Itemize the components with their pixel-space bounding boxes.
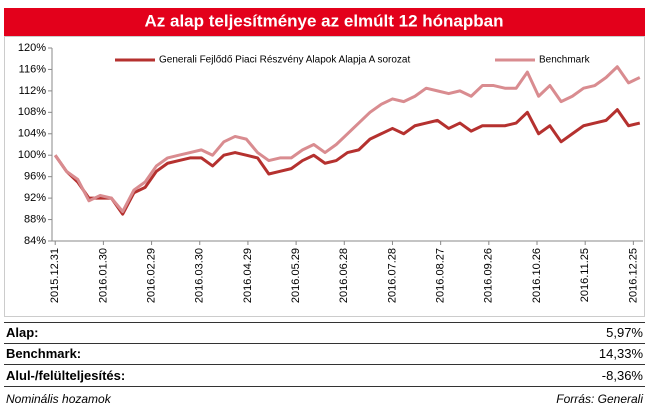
y-tick-label: 112%	[19, 85, 47, 97]
y-tick-label: 100%	[18, 149, 46, 161]
y-tick-label: 92%	[24, 192, 46, 204]
x-tick-label: 2016.02.29	[145, 248, 157, 303]
series-line	[53, 108, 641, 216]
x-tick-label: 2016.12.25	[627, 248, 639, 303]
footer-left: Nominális hozamok	[6, 392, 111, 406]
x-tick-label: 2016.09.26	[483, 248, 495, 303]
table-row: Alap: 5,97%	[4, 322, 645, 344]
row-label: Alul-/felülteljesítés:	[6, 368, 126, 383]
x-tick-label: 2016.03.30	[194, 248, 206, 303]
x-tick-label: 2016.07.28	[386, 248, 398, 303]
table-row: Alul-/felülteljesítés: -8,36%	[4, 366, 645, 387]
y-tick-label: 108%	[18, 106, 46, 118]
chart-frame	[4, 36, 645, 317]
y-tick-label: 116%	[19, 63, 47, 75]
chart-title: Az alap teljesítménye az elmúlt 12 hónap…	[145, 11, 504, 30]
title-bar	[4, 8, 645, 36]
x-tick-label: 2016.10.26	[531, 248, 543, 303]
x-tick-label: 2016.08.27	[435, 248, 447, 303]
series-line	[53, 65, 641, 214]
row-label: Alap:	[6, 325, 39, 340]
legend-label: Benchmark	[539, 55, 591, 66]
row-label: Benchmark:	[6, 346, 82, 361]
chart: Az alap teljesítménye az elmúlt 12 hónap…	[4, 8, 645, 317]
row-value: 14,33%	[598, 346, 643, 361]
legend-label: Generali Fejlődő Piaci Részvény Alapok A…	[159, 55, 410, 66]
x-tick-label: 2016.01.30	[97, 248, 109, 303]
x-tick-label: 2016.05.29	[290, 248, 302, 303]
y-tick-label: 88%	[24, 213, 46, 225]
y-tick-label: 120%	[18, 42, 46, 54]
y-tick-label: 96%	[24, 171, 46, 183]
y-tick-label: 104%	[18, 128, 46, 140]
table-row: Benchmark: 14,33%	[4, 344, 645, 365]
x-tick-label: 2016.06.28	[338, 248, 350, 303]
x-tick-label: 2016.11.25	[579, 248, 591, 302]
x-tick-label: 2015.12.31	[49, 248, 61, 303]
row-value: 5,97%	[606, 325, 643, 340]
x-tick-label: 2016.04.29	[242, 248, 254, 303]
row-value: -8,36%	[601, 368, 643, 383]
footer-right: Forrás: Generali	[556, 392, 643, 406]
y-tick-label: 84%	[24, 235, 46, 247]
